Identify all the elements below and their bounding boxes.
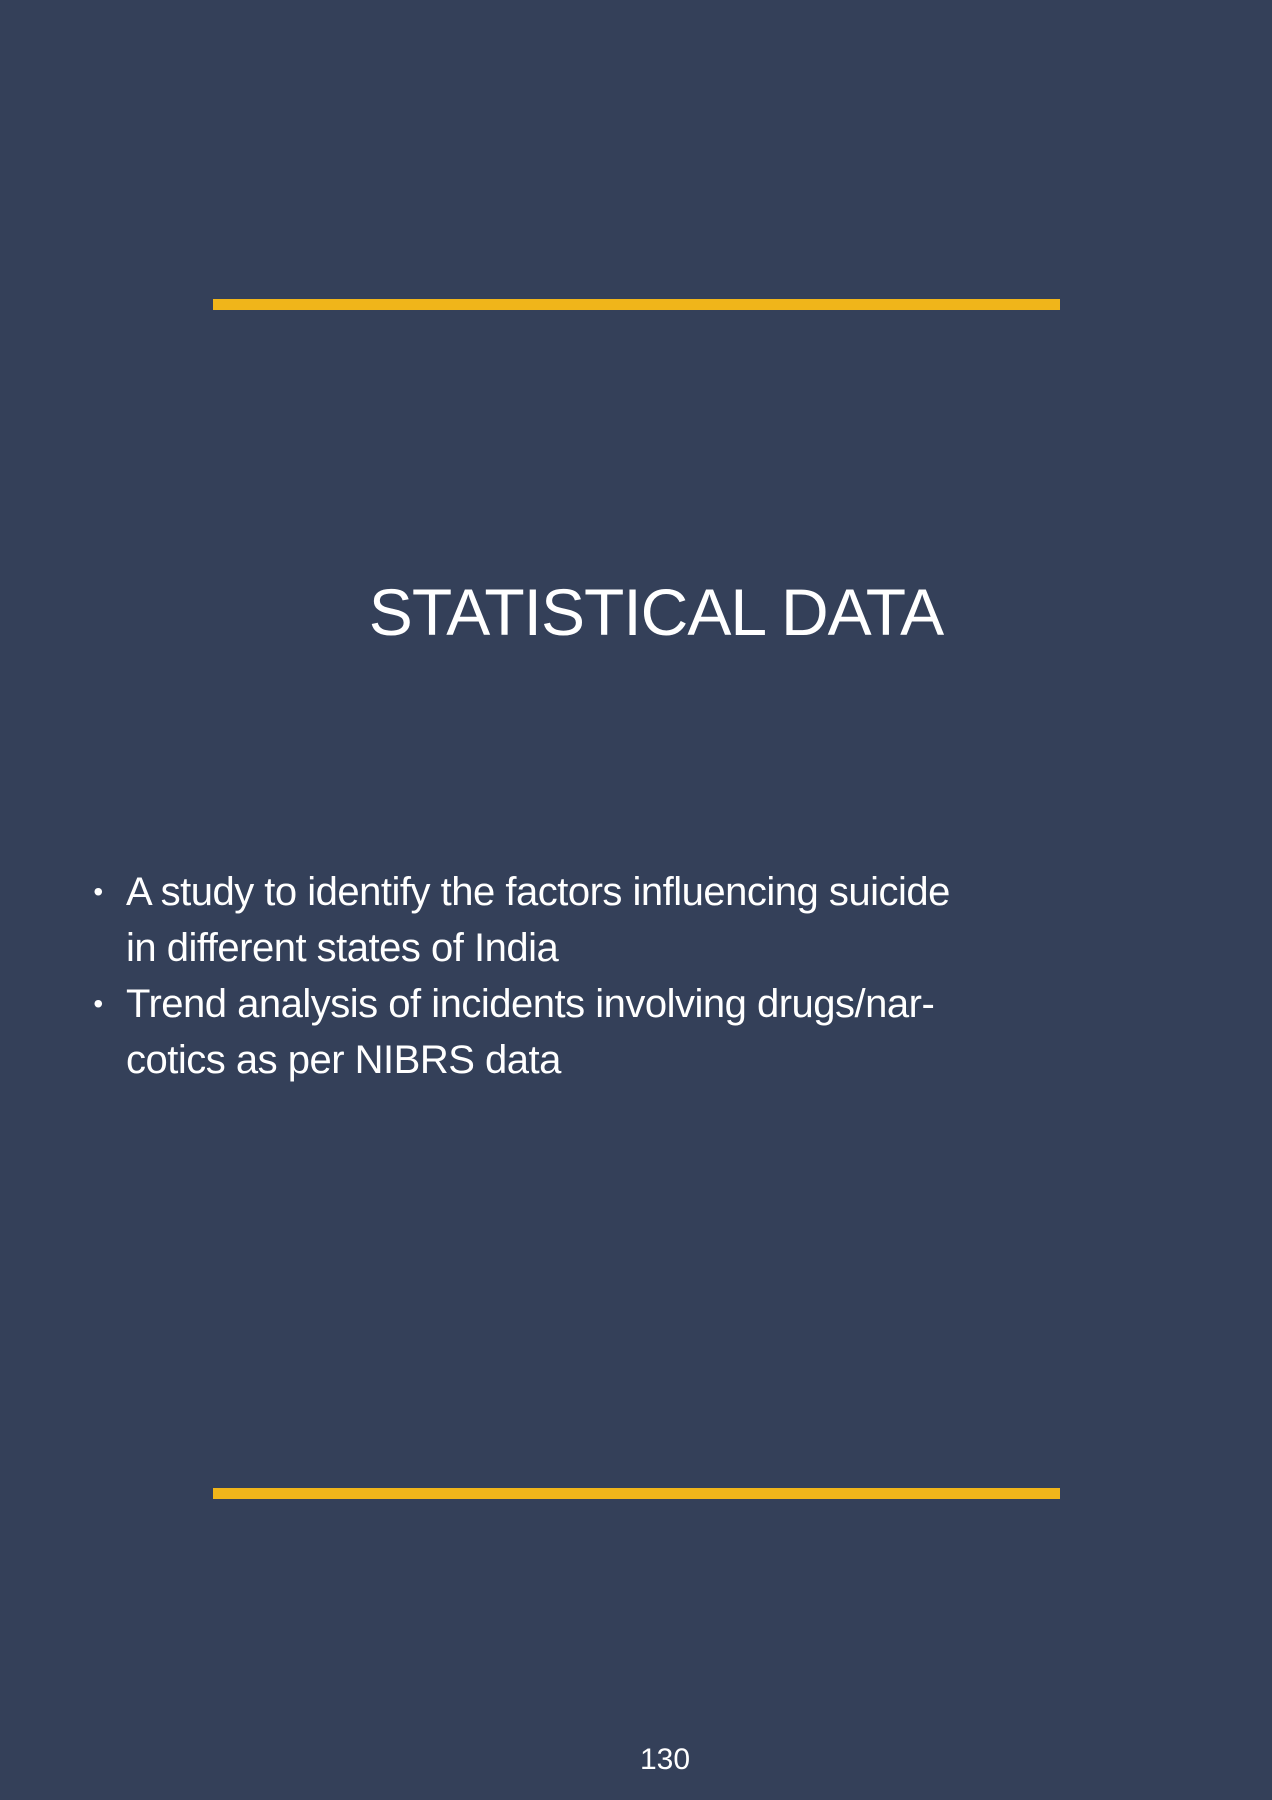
bullet-line: cotics as per NIBRS data	[126, 1038, 561, 1082]
bullet-line: A study to identify the factors influenc…	[126, 870, 950, 914]
page-number: 130	[639, 1743, 691, 1776]
bullet-line: Trend analysis of incidents involving dr…	[126, 982, 935, 1026]
page-title: STATISTICAL DATA	[368, 575, 944, 649]
top-divider	[213, 299, 1060, 310]
bullet-marker: •	[93, 876, 103, 907]
bullet-marker: •	[93, 988, 103, 1019]
bullet-list: • A study to identify the factors influe…	[88, 864, 1108, 1088]
bullet-line: in different states of India	[126, 926, 559, 970]
list-item: • Trend analysis of incidents involving …	[88, 976, 1108, 1088]
bottom-divider	[213, 1488, 1060, 1499]
list-item: • A study to identify the factors influe…	[88, 864, 1108, 976]
